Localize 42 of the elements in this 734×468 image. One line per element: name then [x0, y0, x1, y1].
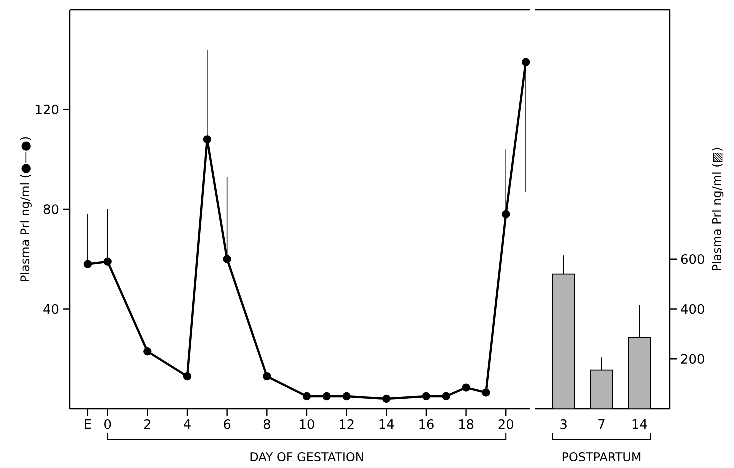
- point: [263, 372, 272, 381]
- x-axis-title: POSTPARTUM: [562, 452, 641, 462]
- x-tick-label: 7: [598, 420, 605, 429]
- x-tick-label: E: [85, 420, 92, 429]
- point: [144, 348, 152, 356]
- point: [203, 136, 212, 144]
- point: [183, 372, 192, 381]
- point: [422, 392, 431, 401]
- point: [302, 392, 312, 401]
- point: [322, 392, 331, 401]
- x-axis-title: DAY OF GESTATION: [250, 452, 364, 462]
- x-tick-label: 14: [632, 420, 648, 429]
- x-tick-label: 10: [300, 420, 314, 430]
- point: [84, 260, 92, 268]
- x-tick-label: 20: [498, 420, 514, 430]
- x-tick-label: 2: [144, 420, 150, 430]
- point: [462, 384, 470, 392]
- point: [342, 392, 351, 401]
- y2-tick-label: 600: [681, 254, 704, 264]
- point: [223, 255, 232, 264]
- point: [104, 258, 112, 266]
- y2-tick-label: 200: [681, 354, 704, 364]
- x-tick-label: 6: [224, 420, 231, 430]
- x-tick-label: 8: [264, 420, 270, 430]
- x-tick-label: 3: [560, 420, 567, 430]
- y-axis-title: Plasma Prl ng/ml (●—●): [20, 137, 32, 282]
- point: [442, 392, 450, 401]
- x-tick-label: 18: [459, 420, 474, 430]
- point: [522, 58, 530, 66]
- point: [502, 210, 510, 219]
- x-tick-label: 0: [104, 420, 112, 430]
- x-tick-label: 16: [420, 420, 434, 430]
- x-tick-label: 12: [340, 420, 354, 430]
- x-tick-label: 4: [184, 420, 191, 429]
- y2-tick-label: 400: [681, 304, 704, 314]
- y-tick-label: 80: [44, 204, 59, 214]
- point: [382, 394, 391, 404]
- y2-axis-title: Plasma Prl ng/ml (▨): [712, 148, 724, 271]
- point: [482, 388, 490, 397]
- y-tick-label: 120: [36, 104, 59, 115]
- y-tick-label: 40: [44, 304, 59, 314]
- x-tick-label: 14: [380, 420, 394, 429]
